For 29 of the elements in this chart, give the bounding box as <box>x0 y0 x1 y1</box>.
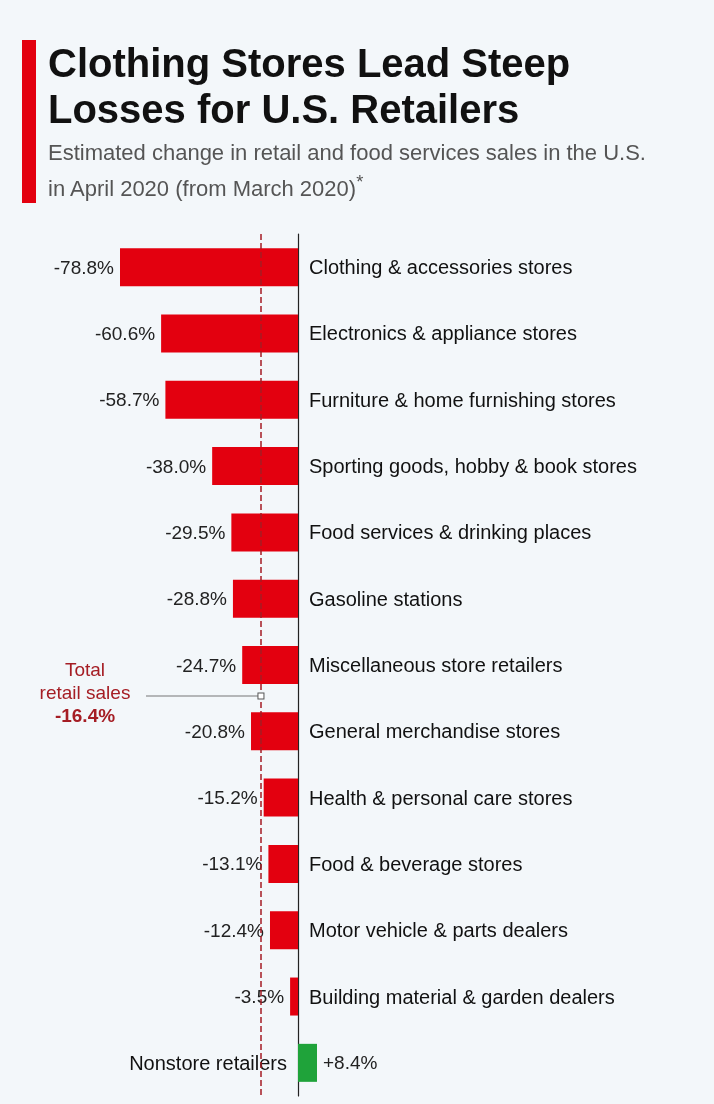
y-tick-label: Furniture & home furnishing stores <box>309 388 616 411</box>
chart-title: Clothing Stores Lead Steep Losses for U.S. Retailers <box>48 40 572 132</box>
y-tick-label: Clothing & accessories stores <box>309 256 573 279</box>
y-tick-label: Food & beverage stores <box>309 852 523 875</box>
y-tick-label: Miscellaneous store retailers <box>309 654 563 676</box>
data-label: -15.2% <box>197 787 258 809</box>
data-label: -28.8% <box>166 588 228 610</box>
data-label: -20.8% <box>184 720 246 742</box>
ref-line-label: Total retail sales -16.4% <box>38 657 132 727</box>
data-label: -24.7% <box>176 654 237 676</box>
y-tick-label: Gasoline stations <box>309 587 463 610</box>
data-label: -38.0% <box>145 455 207 477</box>
y-tick-label: Food services & drinking places <box>309 521 592 544</box>
data-label: -58.7% <box>99 389 160 411</box>
y-tick-label: Sporting goods, hobby & book stores <box>309 455 637 478</box>
data-label: -78.8% <box>53 256 115 278</box>
data-label: -3.5% <box>234 986 285 1008</box>
data-label: -60.6% <box>94 322 156 344</box>
data-label: +8.4% <box>322 1052 378 1074</box>
y-tick-label: Building material & garden dealers <box>309 985 615 1008</box>
y-tick-label: Electronics & appliance stores <box>309 322 577 345</box>
y-tick-label: General merchandise stores <box>309 720 561 743</box>
y-tick-label: Motor vehicle & parts dealers <box>309 919 569 942</box>
data-label: -12.4% <box>203 919 265 941</box>
y-tick-label: Nonstore retailers <box>129 1051 287 1074</box>
chart-subtitle: Estimated change in retail and food services sales in the U.S. in April 2020 (from March 2020)$^{*}$ <box>48 139 647 204</box>
data-label: -29.5% <box>165 521 226 543</box>
y-tick-label: Health & personal care stores <box>309 786 573 809</box>
data-label: -13.1% <box>202 853 263 875</box>
